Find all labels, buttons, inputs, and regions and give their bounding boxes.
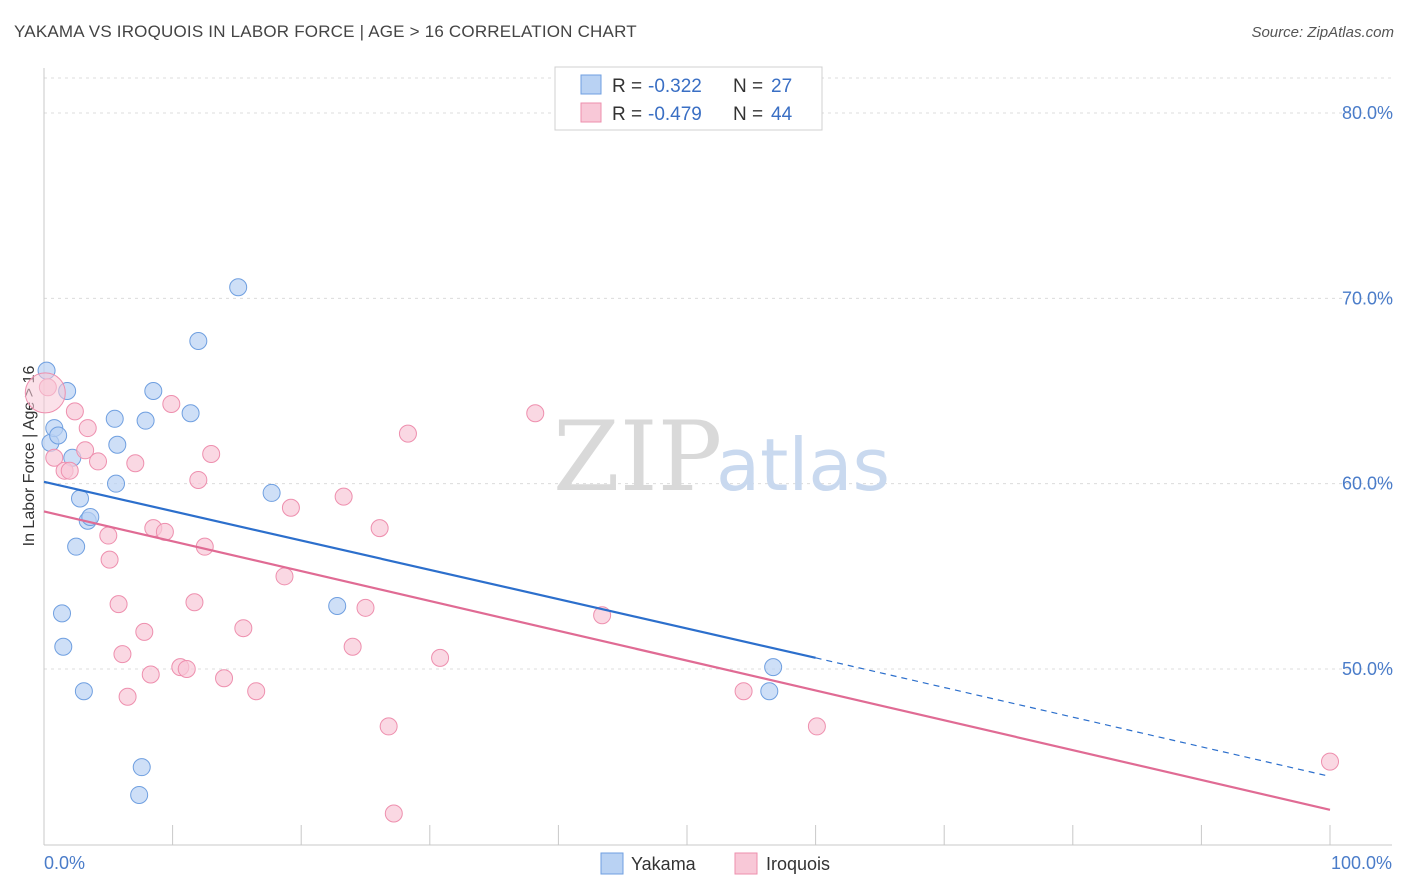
point-iroquois xyxy=(807,717,826,736)
point-iroquois xyxy=(99,526,118,545)
point-iroquois xyxy=(177,659,196,678)
grid xyxy=(44,77,1392,670)
point-iroquois xyxy=(65,402,84,421)
point-yakama xyxy=(764,658,783,677)
chart-source: Source: ZipAtlas.com xyxy=(1251,24,1394,41)
y-tick-labels: 50.0% 60.0% 70.0% 80.0% xyxy=(1342,103,1393,679)
point-yakama xyxy=(136,411,155,430)
point-iroquois xyxy=(398,424,417,443)
point-iroquois xyxy=(343,637,362,656)
point-iroquois xyxy=(109,595,128,614)
y-axis-label: In Labor Force | Age > 16 xyxy=(21,366,38,547)
y-tick-label: 80.0% xyxy=(1342,103,1393,123)
point-iroquois xyxy=(141,665,160,684)
point-yakama xyxy=(328,596,347,615)
point-yakama xyxy=(760,682,779,701)
point-iroquois xyxy=(379,717,398,736)
bottom-legend: Yakama Iroquois xyxy=(600,852,830,875)
x-tick-label-max: 100.0% xyxy=(1331,853,1392,873)
point-iroquois xyxy=(356,598,375,617)
point-iroquois xyxy=(202,445,221,464)
axes xyxy=(43,68,1392,846)
trend-line-yakama xyxy=(43,480,816,659)
watermark-atlas: atlas xyxy=(716,423,890,507)
point-yakama xyxy=(229,278,248,297)
point-iroquois xyxy=(215,669,234,688)
legend-n-label-iroquois: N = xyxy=(733,104,763,125)
point-yakama xyxy=(105,409,124,428)
point-iroquois xyxy=(334,487,353,506)
point-iroquois xyxy=(45,448,64,467)
legend-box: R = -0.322 N = 27 R = -0.479 N = 44 xyxy=(554,66,823,131)
trend-extension-yakama xyxy=(815,657,1331,778)
point-yakama xyxy=(71,489,90,508)
point-iroquois xyxy=(247,682,266,701)
bottom-legend-label-iroquois: Iroquois xyxy=(766,854,830,874)
point-iroquois xyxy=(126,454,145,473)
legend-r-value-yakama: -0.322 xyxy=(648,76,702,97)
point-iroquois xyxy=(162,394,181,413)
legend-swatch-yakama xyxy=(580,74,602,95)
point-yakama xyxy=(130,785,149,804)
point-iroquois xyxy=(431,648,450,667)
x-ticks xyxy=(43,825,1331,845)
legend-r-label-iroquois: R = xyxy=(612,104,642,125)
point-iroquois xyxy=(113,645,132,664)
point-yakama xyxy=(132,758,151,777)
bottom-legend-swatch-yakama xyxy=(600,852,624,875)
point-yakama xyxy=(74,682,93,701)
point-iroquois xyxy=(60,461,79,480)
chart-title: YAKAMA VS IROQUOIS IN LABOR FORCE | AGE … xyxy=(14,22,637,41)
point-yakama xyxy=(67,537,86,556)
point-iroquois xyxy=(24,372,66,414)
bottom-legend-swatch-iroquois xyxy=(734,852,758,875)
point-iroquois xyxy=(526,404,545,423)
point-iroquois xyxy=(275,567,294,586)
trend-lines xyxy=(43,480,1331,811)
point-yakama xyxy=(54,637,73,656)
point-iroquois xyxy=(370,519,389,538)
point-yakama xyxy=(189,331,208,350)
trend-line-iroquois xyxy=(43,510,1331,811)
point-iroquois xyxy=(734,682,753,701)
point-iroquois xyxy=(100,550,119,569)
y-tick-label: 60.0% xyxy=(1342,474,1393,494)
point-iroquois xyxy=(189,470,208,489)
point-iroquois xyxy=(118,687,137,706)
legend-n-label-yakama: N = xyxy=(733,76,763,97)
x-tick-label-min: 0.0% xyxy=(44,853,85,873)
y-tick-label: 70.0% xyxy=(1342,288,1393,308)
legend-n-value-yakama: 27 xyxy=(771,76,792,97)
y-tick-label: 50.0% xyxy=(1342,659,1393,679)
point-yakama xyxy=(107,474,126,493)
legend-n-value-iroquois: 44 xyxy=(771,104,793,125)
legend-r-label-yakama: R = xyxy=(612,76,642,97)
point-yakama xyxy=(53,604,72,623)
point-iroquois xyxy=(76,441,95,460)
point-iroquois xyxy=(89,452,108,471)
bottom-legend-label-yakama: Yakama xyxy=(631,854,697,874)
legend-r-value-iroquois: -0.479 xyxy=(648,104,702,125)
point-iroquois xyxy=(185,593,204,612)
point-yakama xyxy=(144,382,163,401)
point-yakama xyxy=(108,435,127,454)
point-yakama xyxy=(262,483,281,502)
watermark-zip: ZIP xyxy=(553,401,722,513)
data-points xyxy=(24,278,1339,823)
point-iroquois xyxy=(1321,752,1339,771)
legend-swatch-iroquois xyxy=(580,102,602,123)
point-iroquois xyxy=(234,619,253,638)
point-iroquois xyxy=(78,419,97,438)
point-iroquois xyxy=(281,498,300,517)
point-yakama xyxy=(49,426,68,445)
watermark: ZIP atlas xyxy=(553,401,890,513)
point-iroquois xyxy=(384,804,403,823)
point-iroquois xyxy=(135,622,154,641)
point-yakama xyxy=(181,404,200,423)
